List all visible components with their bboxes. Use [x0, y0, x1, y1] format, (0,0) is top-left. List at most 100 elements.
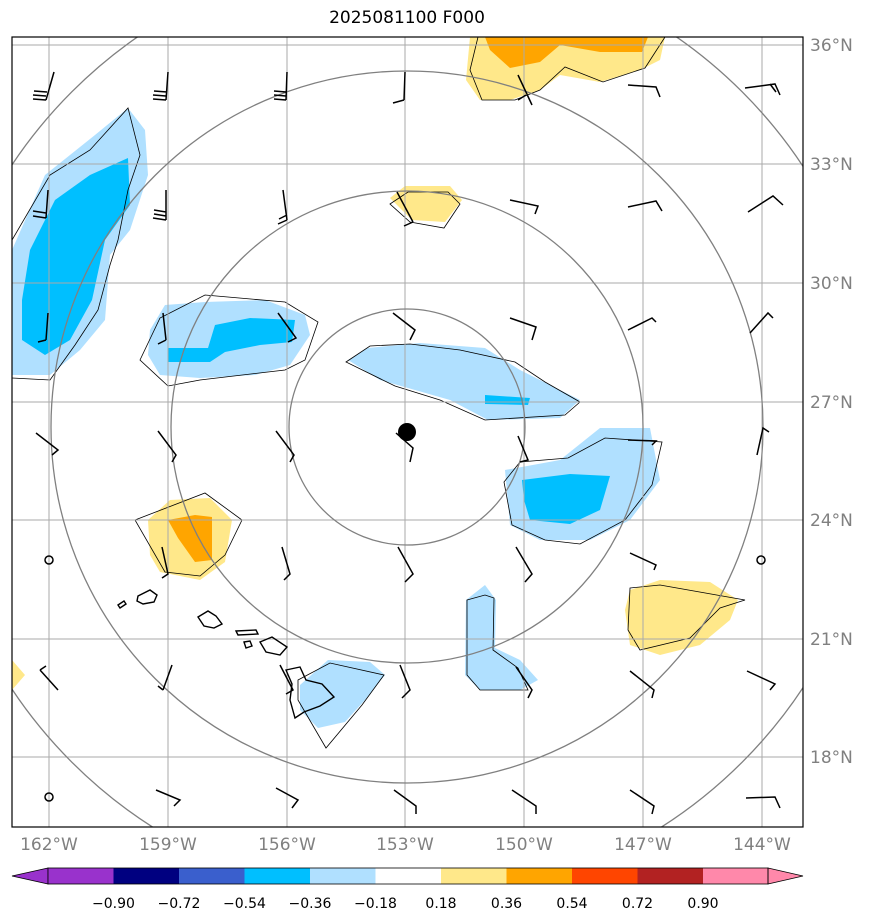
wind-barb [746, 670, 777, 691]
wind-barb [277, 189, 288, 225]
lon-label: 156°W [258, 835, 316, 855]
wind-barb [749, 311, 774, 334]
wind-barb [37, 312, 49, 343]
lon-label: 159°W [139, 835, 197, 855]
longitude-labels: 162°W 159°W 156°W 153°W 150°W 147°W 144°… [20, 835, 791, 855]
island-hawaii [285, 666, 336, 720]
lat-label: 33°N [810, 155, 853, 175]
shade-yellow-21n [625, 580, 738, 655]
colorbar-tick-label: −0.18 [354, 896, 397, 912]
colorbar-segment [703, 868, 768, 884]
colorbar-segment [179, 868, 245, 884]
wind-barb [744, 83, 781, 96]
shade-blue-29n [168, 318, 295, 362]
range-ring-1 [288, 308, 526, 546]
wind-barb [396, 191, 414, 227]
wind-barb [392, 312, 416, 341]
wind-barbs [32, 71, 784, 815]
colorbar-extend-right [767, 867, 804, 885]
colorbar-segment [375, 868, 441, 884]
colorbar-segment [506, 868, 572, 884]
wind-barb [627, 317, 657, 331]
colorbar-segment [310, 868, 376, 884]
wind-barb [157, 664, 173, 691]
map-frame [11, 36, 804, 828]
wind-barb [32, 71, 55, 101]
wind-barb [275, 430, 295, 463]
shade-yellow-edge [12, 660, 25, 690]
wind-barb [32, 189, 49, 219]
wind-barb [511, 789, 537, 814]
wind-barb [627, 439, 658, 446]
colorbar-tick-label: −0.72 [158, 896, 201, 912]
lon-label: 162°W [20, 835, 78, 855]
wind-barb [279, 664, 294, 695]
wind-barb [273, 71, 288, 101]
latitude-labels: 36°N 33°N 30°N 27°N 24°N 21°N 18°N [810, 36, 853, 768]
lat-label: 27°N [810, 393, 853, 413]
graticule [12, 37, 803, 827]
wind-barb [392, 71, 406, 104]
lat-label: 21°N [810, 630, 853, 650]
wind-barb [35, 432, 60, 456]
wind-barb [515, 666, 533, 699]
colorbar-tick-label: −0.90 [92, 896, 135, 912]
shade-blue-25n [522, 474, 610, 524]
wind-barb [756, 426, 770, 456]
lon-label: 144°W [733, 835, 791, 855]
range-ring-2 [170, 190, 644, 664]
range-rings [12, 37, 803, 827]
colorbar-segment [113, 868, 179, 884]
wind-barb [393, 789, 417, 814]
wind-barb [275, 787, 300, 809]
lat-label: 18°N [810, 748, 853, 768]
island-niihau [117, 600, 127, 609]
wind-barb [509, 317, 537, 341]
map-title: 2025081100 F000 [329, 8, 485, 28]
colorbar-segment [572, 868, 638, 884]
shade-orange-24n [168, 515, 212, 562]
colorbar-segment [244, 868, 310, 884]
calm-circle [44, 555, 54, 565]
colorbar-extend-left [11, 867, 49, 885]
shade-lightblue-21n [465, 585, 538, 690]
wind-barb [509, 199, 540, 215]
wind-barb [152, 190, 167, 221]
lat-label: 30°N [810, 274, 853, 294]
calm-circle [756, 555, 766, 565]
island-lanai [243, 640, 253, 649]
range-ring-3 [50, 70, 764, 784]
island-kauai [136, 589, 158, 605]
wind-barb [155, 789, 182, 807]
coastlines [117, 589, 336, 720]
calm-markers [44, 555, 766, 802]
wind-barb [629, 670, 655, 699]
shade-lightblue-19n [300, 660, 385, 728]
wind-barb [157, 312, 167, 345]
wind-barb [399, 664, 411, 699]
wind-barb [747, 195, 784, 213]
contour-lines [12, 37, 746, 749]
wind-barb [397, 546, 414, 583]
wind-barb [39, 665, 59, 691]
calm-circle [44, 792, 54, 802]
island-molokai [234, 629, 260, 636]
colorbar-tick-label: 0.72 [622, 896, 653, 912]
colorbar-segment [48, 868, 114, 884]
wind-barb [152, 71, 169, 101]
lon-label: 150°W [495, 835, 553, 855]
wind-barb [745, 796, 781, 809]
wind-barb [515, 546, 533, 583]
wind-barb [161, 546, 169, 579]
colorbar-tick-label: 0.18 [425, 896, 456, 912]
colorbar-segment [441, 868, 507, 884]
lat-label: 36°N [810, 36, 853, 56]
colorbar: −0.90 −0.72 −0.54 −0.36 −0.18 0.18 0.36 … [11, 867, 804, 912]
wind-barb [627, 84, 661, 98]
lon-label: 147°W [614, 835, 672, 855]
wind-barb [157, 430, 177, 463]
wind-barb [629, 789, 655, 815]
colorbar-segment [637, 868, 703, 884]
lon-label: 153°W [376, 835, 434, 855]
